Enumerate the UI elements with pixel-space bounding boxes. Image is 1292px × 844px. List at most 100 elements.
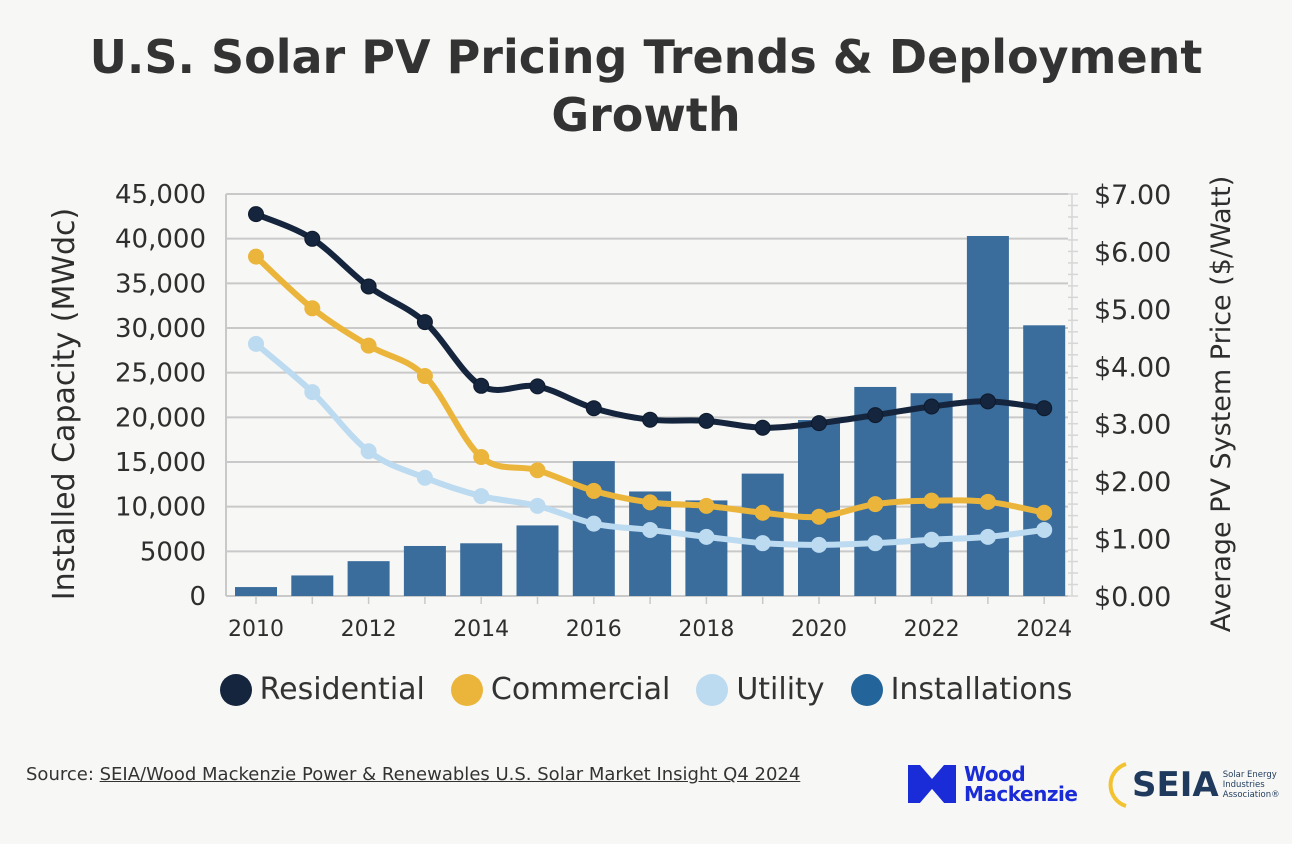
chart-area: 0 5000 10,000 15,000 20,000 25,000 30,000 35,00… [47, 176, 1237, 642]
left-axis-ticks: 0 5000 10,000 15,000 20,000 25,000 30,000 35,00… [115, 180, 206, 612]
residential-point [416, 314, 433, 331]
commercial-point [304, 300, 321, 317]
residential-line [254, 211, 1045, 431]
legend-item-residential: Residential [219, 672, 425, 707]
y-right-tick-label: $1.00 [1094, 525, 1171, 556]
legend-item-installations: Installations [850, 672, 1073, 707]
residential-point [923, 398, 940, 415]
x-tick-label: 2014 [453, 617, 509, 642]
y-axis-right-label: Average PV System Price ($/Watt) [1206, 176, 1237, 633]
legend-swatch [450, 673, 483, 706]
utility-point [642, 521, 659, 538]
installations-bar [741, 473, 784, 596]
legend-swatch [696, 673, 729, 706]
legend: Residential Commercial Utility Installation… [0, 672, 1292, 707]
residential-point [867, 407, 884, 424]
y-left-tick-label: 0 [189, 582, 206, 612]
x-tick-label: 2012 [341, 617, 397, 642]
utility-point [698, 528, 715, 545]
installations-bar [516, 525, 559, 596]
installations-bar [235, 587, 277, 596]
legend-swatch [219, 673, 252, 706]
y-right-tick-label: $3.00 [1094, 410, 1171, 441]
y-left-tick-label: 35,000 [115, 269, 206, 299]
commercial-point [923, 492, 940, 509]
commercial-point [811, 508, 827, 525]
x-tick-label: 2016 [566, 617, 622, 642]
residential-point [811, 415, 827, 432]
residential-point [979, 393, 996, 410]
y-right-tick-label: $2.00 [1094, 467, 1171, 498]
commercial-point [529, 462, 546, 479]
y-left-tick-label: 40,000 [115, 225, 206, 255]
utility-point [1036, 521, 1053, 538]
utility-point [473, 488, 490, 505]
utility-point [416, 469, 433, 486]
source-prefix: Source: [26, 764, 100, 785]
commercial-point [698, 497, 715, 514]
residential-point [248, 206, 264, 223]
legend-item-commercial: Commercial [450, 672, 671, 707]
utility-point [585, 515, 602, 532]
right-axis-ticks: $0.00 $1.00 $2.00 $3.00 $4.00 $5.00 $6.00 $7.00 [1068, 180, 1171, 613]
utility-point [754, 535, 771, 552]
residential-point [642, 411, 659, 428]
x-tick-label: 2024 [1016, 617, 1072, 642]
y-axis-left-label: Installed Capacity (MWdc) [47, 208, 82, 600]
legend-swatch [850, 673, 883, 706]
installations-bar [347, 561, 390, 596]
commercial-point [473, 449, 490, 466]
y-left-tick-label: 45,000 [115, 180, 206, 210]
y-right-tick-label: $6.00 [1094, 237, 1171, 268]
commercial-point [360, 337, 377, 354]
y-right-tick-label: $7.00 [1094, 180, 1171, 211]
installations-bar [403, 545, 446, 596]
wood-mackenzie-mark-icon [908, 765, 956, 803]
y-left-tick-label: 30,000 [115, 314, 206, 344]
installations-bar [1023, 325, 1066, 596]
seia-sun-arc-icon [1108, 762, 1127, 808]
legend-label: Utility [736, 672, 825, 707]
utility-point [867, 535, 884, 552]
legend-label: Commercial [490, 672, 671, 707]
source-link[interactable]: SEIA/Wood Mackenzie Power & Renewables U… [99, 764, 801, 785]
residential-point [698, 412, 715, 429]
installations-bar [685, 500, 728, 596]
x-tick-label: 2022 [904, 617, 960, 642]
residential-point [585, 400, 602, 417]
seia-wordmark: SEIA [1132, 765, 1219, 805]
x-tick-label: 2018 [678, 617, 734, 642]
residential-point [304, 230, 321, 247]
x-tick-label: 2020 [791, 617, 847, 642]
utility-point [248, 335, 264, 352]
y-right-tick-label: $4.00 [1094, 352, 1171, 383]
wood-mackenzie-wordmark: Wood Mackenzie [964, 762, 1078, 806]
commercial-point [754, 504, 771, 521]
utility-point [923, 531, 940, 548]
utility-point [979, 528, 996, 545]
y-left-tick-label: 5000 [140, 537, 206, 567]
commercial-point [248, 248, 264, 265]
utility-point [529, 497, 546, 514]
chart-title: U.S. Solar PV Pricing Trends & Deploymen… [89, 30, 1203, 142]
residential-point [1036, 400, 1053, 417]
y-right-tick-label: $5.00 [1094, 295, 1171, 326]
x-axis-ticks: 2010 2012 2014 2016 2018 2020 2022 2024 [228, 596, 1072, 642]
legend-label: Residential [259, 672, 425, 707]
utility-point [811, 536, 827, 553]
residential-point [360, 278, 377, 295]
installations-bar [798, 420, 840, 596]
residential-point [473, 377, 490, 394]
y-left-tick-label: 25,000 [115, 359, 206, 389]
installations-bar [460, 543, 503, 596]
y-left-tick-label: 20,000 [115, 403, 206, 433]
source-note: Source: SEIA/Wood Mackenzie Power & Rene… [26, 762, 866, 788]
installations-bar [291, 575, 334, 596]
commercial-line [253, 254, 1045, 521]
legend-label: Installations [890, 672, 1073, 707]
commercial-point [1036, 504, 1053, 521]
residential-point [754, 419, 771, 436]
y-left-tick-label: 10,000 [115, 493, 206, 523]
y-left-tick-label: 15,000 [115, 448, 206, 478]
utility-point [360, 443, 377, 460]
